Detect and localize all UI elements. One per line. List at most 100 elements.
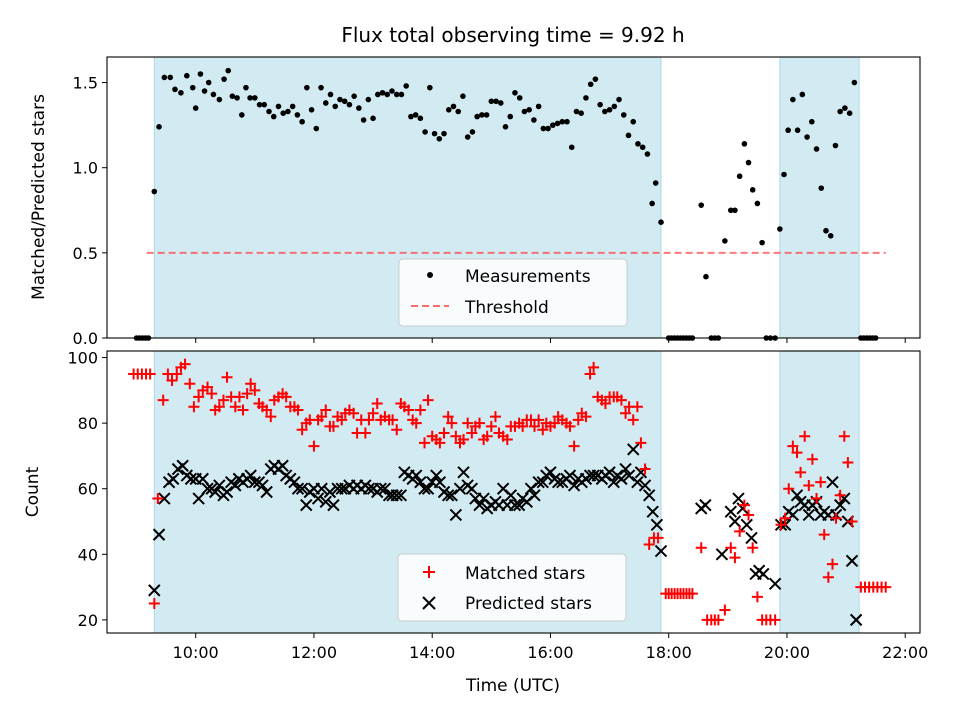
y-tick-label: 20 xyxy=(78,611,98,630)
legend-measurement-marker-icon xyxy=(427,272,433,278)
measurement-point xyxy=(389,88,395,94)
measurement-point xyxy=(172,86,178,93)
x-tick-label: 14:00 xyxy=(409,643,455,662)
measurement-point xyxy=(568,144,575,151)
matched-star-marker xyxy=(631,401,643,413)
matched-star-marker xyxy=(588,361,600,373)
measurement-point xyxy=(379,89,386,96)
top-axes-frame xyxy=(106,56,921,339)
measurement-point xyxy=(658,219,664,225)
matched-star-marker xyxy=(462,417,474,429)
measurement-point xyxy=(460,93,466,99)
measurement-point xyxy=(559,118,566,125)
predicted-star-marker xyxy=(229,479,242,492)
matched-star-marker xyxy=(193,391,205,403)
predicted-star-marker xyxy=(220,485,234,499)
measurement-point xyxy=(777,226,783,232)
measurement-point xyxy=(846,110,853,116)
predicted-star-markers xyxy=(148,443,863,627)
matched-star-marker xyxy=(846,516,858,528)
predicted-star-marker xyxy=(732,492,745,505)
measurement-point xyxy=(178,89,184,96)
matched-star-marker xyxy=(458,434,470,446)
bottom-y-axis-label: Count xyxy=(23,466,43,517)
measurement-point xyxy=(243,84,249,91)
measurement-point xyxy=(698,202,705,208)
matched-star-marker xyxy=(359,427,371,439)
measurement-point xyxy=(436,135,443,142)
y-tick-label: 60 xyxy=(78,480,98,499)
measurement-point xyxy=(794,127,801,134)
matched-star-marker xyxy=(712,614,724,626)
measurement-point xyxy=(280,110,286,116)
measurement-point xyxy=(587,81,594,88)
predicted-star-marker xyxy=(740,518,753,531)
predicted-star-marker xyxy=(457,466,470,479)
measurement-point xyxy=(370,115,376,122)
predicted-star-marker xyxy=(323,485,337,499)
matched-star-marker xyxy=(403,404,415,416)
measurement-point xyxy=(540,125,547,132)
measurement-point xyxy=(313,125,320,132)
legend-matched-plus-icon xyxy=(423,566,435,578)
matched-star-marker xyxy=(842,456,854,468)
top-legend-box xyxy=(398,258,628,327)
matched-star-marker xyxy=(233,391,245,403)
matched-star-marker xyxy=(419,437,431,449)
y-tick-label: 1.5 xyxy=(73,74,98,93)
measurement-point xyxy=(736,173,743,180)
predicted-star-marker xyxy=(845,554,859,568)
measurement-point xyxy=(635,141,641,147)
measurement-point xyxy=(192,105,199,111)
matched-star-marker xyxy=(213,401,225,413)
measurement-point xyxy=(703,273,709,280)
measurement-point xyxy=(639,144,646,151)
matched-star-marker xyxy=(308,440,320,452)
matched-star-marker xyxy=(830,512,842,524)
measurement-point xyxy=(464,134,471,140)
measurement-point xyxy=(239,112,245,118)
legend-threshold-label: Threshold xyxy=(464,298,549,318)
matched-star-marker xyxy=(371,397,383,409)
matched-star-marker xyxy=(261,404,273,416)
measurement-point xyxy=(304,84,310,91)
measurement-point xyxy=(261,101,268,108)
matched-star-marker xyxy=(348,407,360,419)
measurement-point xyxy=(247,95,253,101)
measurement-point xyxy=(375,91,381,98)
matched-star-marker xyxy=(533,414,545,426)
measurement-point xyxy=(483,112,490,118)
matched-star-marker xyxy=(568,440,580,452)
predicted-star-marker xyxy=(167,472,180,486)
matched-star-marker xyxy=(734,525,746,537)
predicted-star-marker xyxy=(319,495,332,509)
predicted-star-marker xyxy=(196,472,209,486)
measurement-point xyxy=(842,105,848,111)
top-y-axis-label: Matched/Predicted stars xyxy=(29,94,49,300)
predicted-star-marker xyxy=(176,459,189,472)
measurement-point xyxy=(808,118,815,125)
measurement-point xyxy=(229,93,236,99)
predicted-star-marker xyxy=(642,489,656,502)
measurement-point xyxy=(205,79,212,86)
matched-star-marker xyxy=(387,414,399,426)
matched-star-marker xyxy=(466,427,478,439)
x-tick-label: 20:00 xyxy=(764,643,810,662)
matched-star-marker xyxy=(422,394,434,406)
measurement-point xyxy=(337,96,343,103)
predicted-star-marker xyxy=(335,482,348,495)
matched-star-marker xyxy=(787,440,799,452)
matched-star-marker xyxy=(237,404,249,416)
measurement-point xyxy=(322,100,329,106)
predicted-star-marker xyxy=(327,498,340,512)
measurement-point xyxy=(151,188,158,195)
measurement-point xyxy=(611,103,618,110)
matched-star-marker xyxy=(791,447,803,459)
measurement-point xyxy=(851,79,858,86)
matched-star-marker xyxy=(179,358,191,370)
predicted-star-marker xyxy=(248,475,262,489)
measurement-point xyxy=(493,98,499,105)
matched-star-marker xyxy=(265,411,277,423)
matched-star-marker xyxy=(481,430,493,442)
measurement-point xyxy=(606,106,613,113)
